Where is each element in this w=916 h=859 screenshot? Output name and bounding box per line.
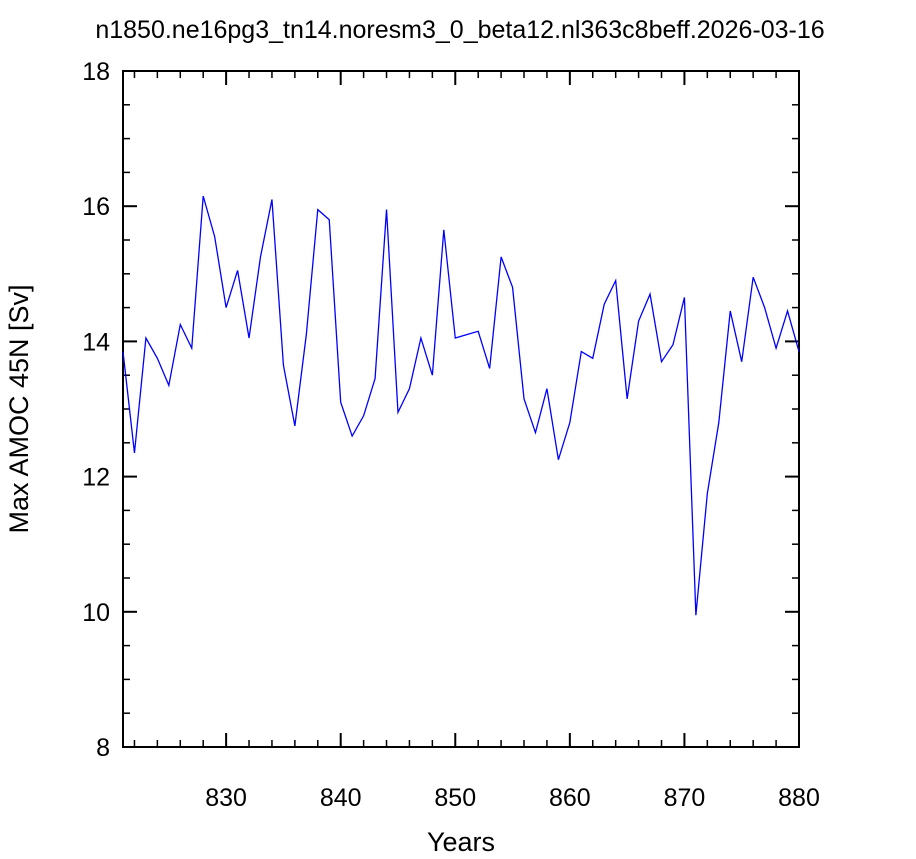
x-axis: 830 840 850 860 870 880 xyxy=(133,71,820,812)
x-tick-label: 880 xyxy=(778,784,820,812)
x-tick-label: 870 xyxy=(664,784,706,812)
x-axis-label: Years xyxy=(427,827,495,857)
series-group xyxy=(122,195,800,616)
y-tick-label: 16 xyxy=(82,193,110,221)
x-tick-label: 840 xyxy=(320,784,362,812)
x-tick-label: 830 xyxy=(205,784,247,812)
plot-area xyxy=(122,70,800,748)
y-tick-label: 12 xyxy=(82,464,110,492)
y-tick-label: 8 xyxy=(96,734,110,762)
series-line xyxy=(122,195,800,616)
plot-frame xyxy=(122,70,800,748)
y-tick-label: 10 xyxy=(82,599,110,627)
chart-title: n1850.ne16pg3_tn14.noresm3_0_beta12.nl36… xyxy=(95,16,824,44)
y-axis-label: Max AMOC 45N [Sv] xyxy=(4,284,34,533)
y-axis: 8 10 12 14 16 18 xyxy=(82,58,799,762)
x-tick-label: 860 xyxy=(549,784,591,812)
x-tick-label: 850 xyxy=(434,784,476,812)
y-tick-label: 14 xyxy=(82,328,110,356)
y-tick-label: 18 xyxy=(82,58,110,86)
